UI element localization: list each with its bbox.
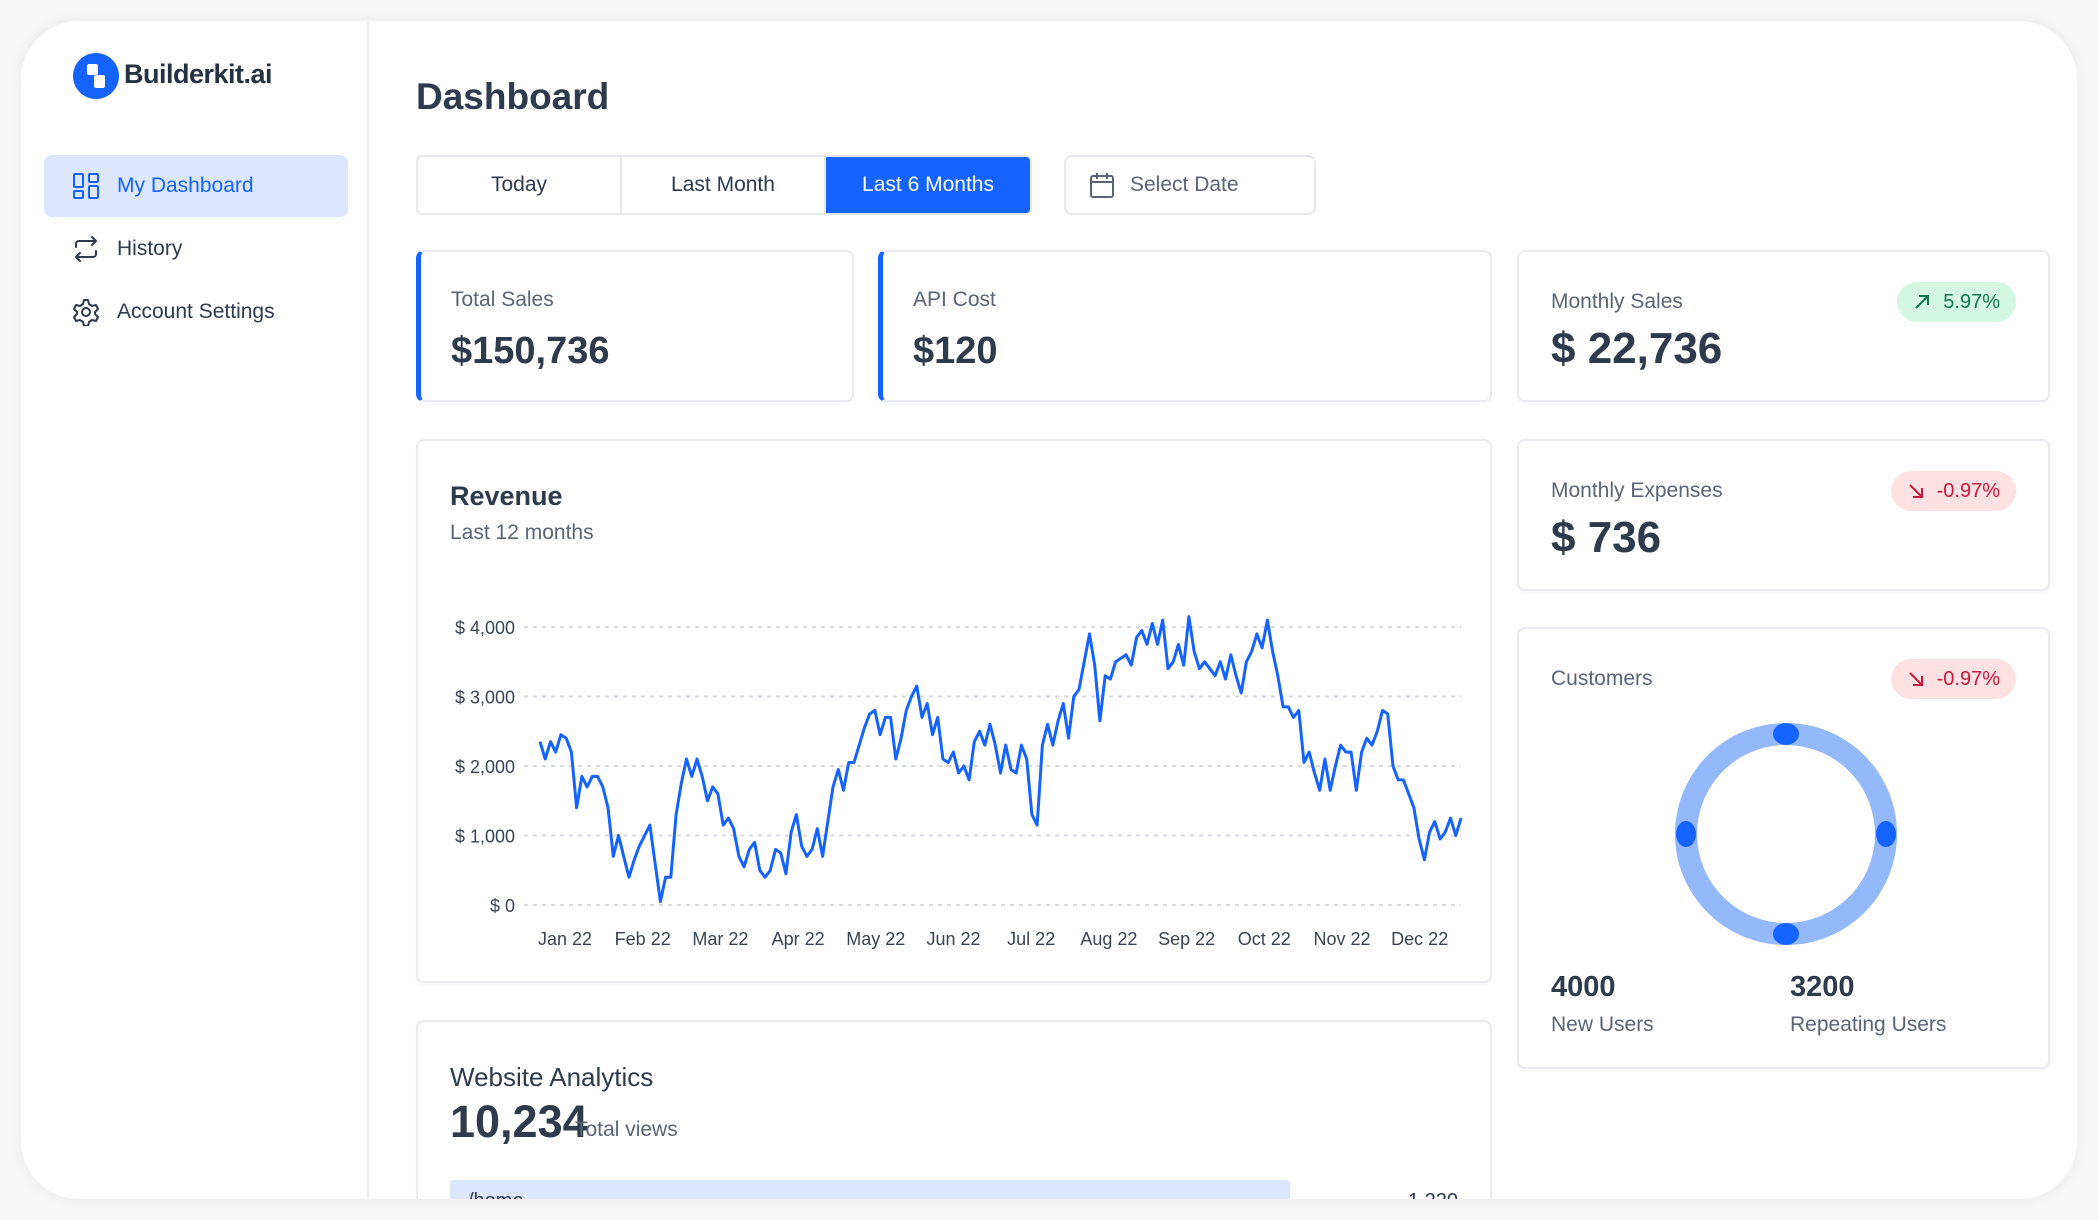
sidebar: Builderkit.ai My Dashboard History Accou…	[21, 21, 369, 1199]
x-tick-label: Nov 22	[1313, 929, 1370, 949]
total-sales-value: $150,736	[451, 330, 610, 372]
revenue-series-line	[538, 615, 1463, 903]
tab-today[interactable]: Today	[418, 157, 622, 213]
revenue-card: Revenue Last 12 months $ 4,000 $ 3,000 $ 2…	[416, 439, 1492, 983]
revenue-line-chart: $ 4,000 $ 3,000 $ 2,000 $ 1,000 $ 0 Jan 22 Feb…	[455, 615, 1463, 949]
analytics-total: 10,234	[450, 1096, 588, 1147]
new-users-label: New Users	[1551, 1013, 1654, 1036]
sidebar-item-account-settings[interactable]: Account Settings	[44, 281, 348, 343]
total-sales-label: Total Sales	[451, 288, 554, 311]
customers-donut-chart	[1675, 723, 1897, 945]
app-window: Builderkit.ai My Dashboard History Accou…	[21, 21, 2077, 1199]
x-tick-label: Sep 22	[1158, 929, 1215, 949]
sidebar-item-history[interactable]: History	[44, 218, 348, 280]
y-tick-label: $ 2,000	[455, 757, 515, 777]
arrow-down-right-icon	[1908, 672, 1923, 686]
revenue-subtitle: Last 12 months	[450, 521, 594, 544]
x-tick-label: Mar 22	[692, 929, 748, 949]
sidebar-item-label: My Dashboard	[117, 174, 254, 197]
total-sales-card: Total Sales $150,736	[416, 250, 854, 402]
analytics-row-bar[interactable]: /home	[450, 1180, 1290, 1199]
analytics-title: Website Analytics	[450, 1062, 654, 1092]
customers-change: -0.97%	[1936, 667, 2000, 690]
api-cost-value: $120	[913, 330, 998, 372]
page-title: Dashboard	[416, 76, 610, 117]
donut-ring	[1675, 723, 1897, 945]
x-tick-label: May 22	[846, 929, 905, 949]
monthly-expenses-card: Monthly Expenses $ 736 -0.97%	[1517, 439, 2050, 591]
analytics-row-views: 1,220	[1408, 1190, 1458, 1199]
customers-card: Customers -0.97% 4000 New Users 3200 Rep…	[1517, 627, 2050, 1069]
api-cost-card: API Cost $120	[878, 250, 1492, 402]
x-tick-label: Jun 22	[926, 929, 980, 949]
donut-handle[interactable]	[1676, 821, 1696, 847]
repeating-users-value: 3200	[1790, 971, 1855, 1003]
customers-change-badge: -0.97%	[1890, 659, 2016, 699]
sidebar-item-my-dashboard[interactable]: My Dashboard	[44, 155, 348, 217]
x-tick-label: Jan 22	[538, 929, 592, 949]
new-users-value: 4000	[1551, 971, 1616, 1003]
revenue-title: Revenue	[450, 481, 563, 511]
monthly-sales-label: Monthly Sales	[1551, 290, 1683, 313]
customers-label: Customers	[1551, 667, 1653, 690]
monthly-expenses-value: $ 736	[1551, 513, 1662, 562]
sidebar-item-label: History	[117, 237, 183, 260]
repeating-users-label: Repeating Users	[1790, 1013, 1947, 1036]
analytics-total-label: Total views	[575, 1118, 678, 1141]
monthly-expenses-change-badge: -0.97%	[1890, 471, 2016, 511]
arrow-up-right-icon	[1915, 295, 1930, 309]
x-tick-label: Jul 22	[1007, 929, 1055, 949]
y-tick-label: $ 0	[490, 896, 515, 916]
date-range-tabs: Today Last Month Last 6 Months	[416, 155, 1032, 215]
repeat-arrows-icon	[75, 236, 97, 262]
sidebar-item-label: Account Settings	[117, 300, 275, 323]
website-analytics-card: Website Analytics 10,234 Total views /ho…	[416, 1020, 1492, 1199]
arrow-down-right-icon	[1908, 484, 1923, 498]
y-tick-label: $ 3,000	[455, 688, 515, 708]
gear-icon	[73, 299, 99, 326]
monthly-expenses-label: Monthly Expenses	[1551, 479, 1723, 502]
logo-icon	[73, 53, 119, 99]
x-tick-label: Dec 22	[1391, 929, 1448, 949]
y-tick-label: $ 1,000	[455, 827, 515, 847]
donut-handle[interactable]	[1773, 723, 1799, 745]
donut-handle[interactable]	[1773, 923, 1799, 945]
calendar-icon	[1090, 173, 1114, 198]
x-tick-label: Apr 22	[772, 929, 825, 949]
select-date-button[interactable]: Select Date	[1064, 155, 1316, 215]
analytics-row-path: /home	[468, 1190, 524, 1199]
monthly-sales-value: $ 22,736	[1551, 324, 1723, 373]
x-tick-label: Oct 22	[1238, 929, 1291, 949]
tab-last-month[interactable]: Last Month	[622, 157, 826, 213]
x-tick-label: Feb 22	[615, 929, 671, 949]
monthly-sales-change-badge: 5.97%	[1897, 282, 2016, 322]
monthly-sales-card: Monthly Sales $ 22,736 5.97%	[1517, 250, 2050, 402]
donut-handle[interactable]	[1876, 821, 1896, 847]
dashboard-grid-icon	[73, 173, 99, 199]
api-cost-label: API Cost	[913, 288, 996, 311]
x-tick-label: Aug 22	[1080, 929, 1137, 949]
monthly-expenses-change: -0.97%	[1936, 479, 2000, 502]
select-date-label: Select Date	[1130, 173, 1239, 196]
monthly-sales-change: 5.97%	[1943, 290, 2000, 313]
y-tick-label: $ 4,000	[455, 618, 515, 638]
tab-last-6-months[interactable]: Last 6 Months	[826, 157, 1030, 213]
brand-name: Builderkit.ai	[124, 59, 273, 89]
